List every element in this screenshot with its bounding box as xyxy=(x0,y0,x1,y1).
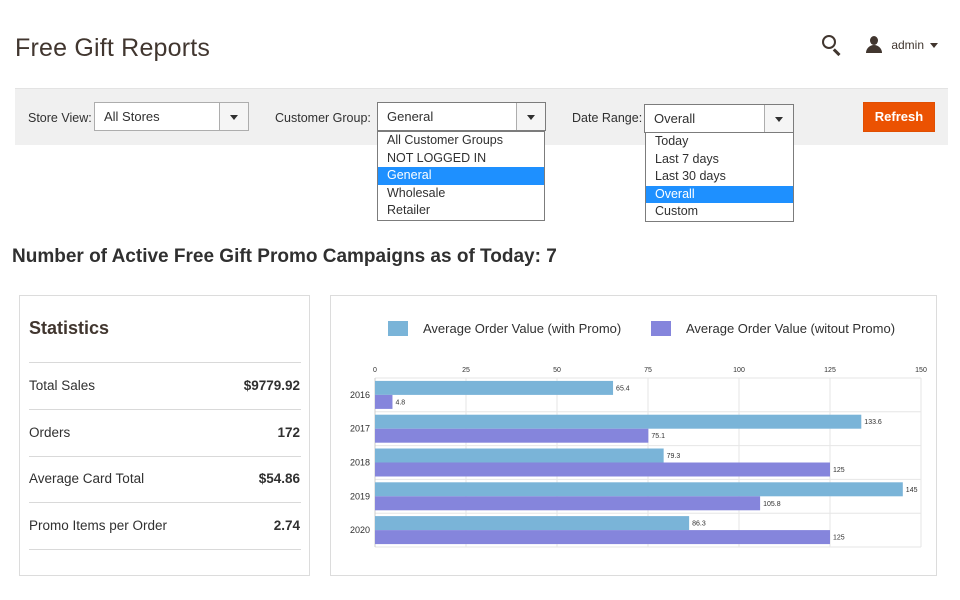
statistics-title: Statistics xyxy=(29,318,110,338)
date-range-value: Overall xyxy=(654,111,696,126)
average-order-value-chart: Average Order Value (with Promo) Average … xyxy=(350,321,927,548)
stat-row-promo-items: Promo Items per Order 2.74 xyxy=(29,503,301,550)
data-label: 105.8 xyxy=(763,501,781,508)
stat-value: 2.74 xyxy=(273,518,300,533)
customer-group-label: Customer Group: xyxy=(275,111,371,125)
stat-row-orders: Orders 172 xyxy=(29,410,301,457)
x-tick-label: 100 xyxy=(733,367,745,374)
customer-group-option[interactable]: Wholesale xyxy=(387,185,446,200)
data-label: 75.1 xyxy=(651,433,665,440)
date-range-option[interactable]: Today xyxy=(655,134,689,148)
bar-with-promo xyxy=(375,482,903,497)
data-label: 145 xyxy=(906,487,918,494)
bar-with-promo xyxy=(375,516,690,531)
chevron-down-icon xyxy=(930,42,938,48)
filter-bar: Store View: All Stores Customer Group: G… xyxy=(15,88,948,145)
admin-username: admin xyxy=(891,38,924,52)
bar-with-promo xyxy=(375,380,614,395)
customer-group-select[interactable]: General xyxy=(377,102,546,131)
customer-group-dropdown: All Customer Groups NOT LOGGED IN Genera… xyxy=(377,131,545,221)
stat-value: 172 xyxy=(277,425,300,440)
store-view-label: Store View: xyxy=(28,111,92,125)
header-actions: admin xyxy=(821,34,938,56)
x-tick-label: 125 xyxy=(824,367,836,374)
bar-with-promo xyxy=(375,414,862,429)
stat-value: $9779.92 xyxy=(243,378,300,393)
date-range-dropdown: Today Last 7 days Last 30 days Overall C… xyxy=(645,132,794,222)
stat-label: Orders xyxy=(29,425,71,440)
legend-label: Average Order Value (witout Promo) xyxy=(686,321,895,336)
divider xyxy=(29,362,301,363)
data-label: 86.3 xyxy=(692,521,706,528)
date-range-option[interactable]: Custom xyxy=(655,204,699,218)
chevron-down-icon xyxy=(516,103,545,130)
store-view-value: All Stores xyxy=(104,109,160,124)
legend-swatch xyxy=(651,321,671,336)
bar-without-promo xyxy=(375,428,649,443)
customer-group-option-selected[interactable]: General xyxy=(378,167,544,185)
x-tick-label: 150 xyxy=(915,367,927,374)
stat-label: Average Card Total xyxy=(29,471,145,486)
x-tick-label: 25 xyxy=(462,367,470,374)
x-tick-label: 75 xyxy=(644,367,652,374)
customer-group-value: General xyxy=(387,109,434,124)
statistics-panel: Statistics Total Sales $9779.92 Orders 1… xyxy=(19,295,310,576)
active-campaigns-heading: Number of Active Free Gift Promo Campaig… xyxy=(12,246,557,267)
data-label: 125 xyxy=(833,535,845,542)
y-tick-label: 2016 xyxy=(350,390,370,400)
stat-row-average-card-total: Average Card Total $54.86 xyxy=(29,456,301,503)
bar-without-promo xyxy=(375,462,830,477)
search-icon[interactable] xyxy=(821,34,843,56)
legend-label: Average Order Value (with Promo) xyxy=(423,321,621,336)
bar-without-promo xyxy=(375,394,393,409)
bar-without-promo xyxy=(375,496,761,511)
data-label: 65.4 xyxy=(616,385,630,392)
data-label: 79.3 xyxy=(667,453,681,460)
stat-row-total-sales: Total Sales $9779.92 xyxy=(29,363,301,410)
x-tick-label: 0 xyxy=(373,367,377,374)
date-range-option[interactable]: Last 30 days xyxy=(655,169,726,183)
legend-swatch xyxy=(388,321,408,336)
customer-group-option[interactable]: NOT LOGGED IN xyxy=(387,150,487,165)
page-title: Free Gift Reports xyxy=(15,34,211,62)
date-range-label: Date Range: xyxy=(572,111,643,125)
refresh-button[interactable]: Refresh xyxy=(863,102,935,132)
stat-value: $54.86 xyxy=(258,471,300,486)
data-label: 4.8 xyxy=(395,399,405,406)
y-tick-label: 2018 xyxy=(350,458,370,468)
user-icon xyxy=(865,36,883,54)
stat-label: Total Sales xyxy=(29,378,96,393)
customer-group-option[interactable]: All Customer Groups xyxy=(387,133,504,147)
bar-without-promo xyxy=(375,530,830,545)
average-order-value-chart-panel: Average Order Value (with Promo) Average … xyxy=(330,295,937,576)
y-tick-label: 2020 xyxy=(350,525,370,535)
admin-account-menu[interactable]: admin xyxy=(865,36,938,54)
y-tick-label: 2019 xyxy=(350,491,370,501)
store-view-select[interactable]: All Stores xyxy=(94,102,249,131)
date-range-select[interactable]: Overall xyxy=(644,104,794,133)
customer-group-option[interactable]: Retailer xyxy=(387,203,431,217)
x-tick-label: 50 xyxy=(553,367,561,374)
date-range-option[interactable]: Last 7 days xyxy=(655,151,719,166)
chevron-down-icon xyxy=(219,103,248,130)
y-tick-label: 2017 xyxy=(350,424,370,434)
stat-label: Promo Items per Order xyxy=(29,518,168,533)
data-label: 133.6 xyxy=(864,419,882,426)
chevron-down-icon xyxy=(764,105,793,132)
bar-with-promo xyxy=(375,448,664,463)
data-label: 125 xyxy=(833,467,845,474)
date-range-option-selected[interactable]: Overall xyxy=(646,185,793,203)
